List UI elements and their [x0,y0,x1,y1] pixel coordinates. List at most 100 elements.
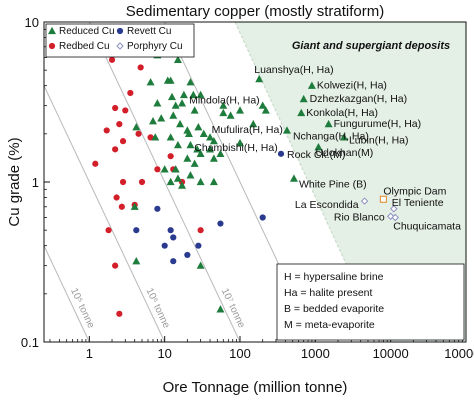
reduced-cu-point [151,133,160,141]
deposit-label-nchanga-h-ha: Nchanga(H, Ha) [293,130,369,142]
reduced-cu-point [196,90,205,99]
redbed-cu-point [113,194,120,201]
reduced-cu-point [236,138,245,147]
tonnage-line-label: 10⁶ tonne [143,286,171,330]
reduced-cu-point [184,129,193,137]
reduced-cu-point [146,78,155,86]
giant-region-layer [234,22,466,342]
reduced-cu-point [183,154,192,162]
redbed-cu-point [108,56,116,63]
legend-label-redbed-cu: Redbed Cu [59,41,110,52]
legend-marker-porphyry-cu [116,42,124,50]
reduced-cu-point [194,123,203,131]
redbed-cu-point [105,227,112,234]
revett-cu-point [161,242,168,249]
reduced-cu-point [173,174,182,182]
tonnage-line [44,84,166,342]
revett-cu-point [170,258,177,265]
legend-label-porphyry-cu: Porphyry Cu [127,41,183,52]
x-tick-label: 10 [157,346,171,361]
revett-cu-point [195,242,202,249]
revett-cu-point [167,227,174,234]
reduced-cu-point [199,129,208,137]
reduced-cu-point [173,55,182,64]
plot-frame [43,21,467,343]
reduced-cu-point [299,94,308,103]
reduced-cu-point [307,81,316,89]
reduced-cu-point [209,154,218,162]
redbed-cu-point [112,104,119,112]
deposit-label-dzhezkazgan-h-ha: Dzhezkazgan(H, Ha) [310,93,407,105]
tonnage-line [88,22,241,342]
deposit-label-rio-blanco: Rio Blanco [334,211,385,223]
reduced-cu-point [132,256,141,265]
legend: Reduced Cu Revett Cu Redbed Cu Porphyry Cu [45,23,195,58]
abbreviation-key: H = hypersaline brine Ha = halite present… [276,263,465,341]
key-line: H = hypersaline brine [284,271,384,283]
redbed-cu-point [138,178,146,186]
reduced-cu-point [193,145,202,153]
deposit-label-lubin-h-ha: Lubin(H, Ha) [349,134,409,146]
x-tick-label: 100 [229,346,251,361]
reduced-cu-point [166,177,175,186]
reduced-cu-point [130,202,139,210]
reduced-cu-point [186,140,195,149]
deposit-label-white-pine-b: White Pine (B) [299,179,367,191]
reduced-cu-point [258,101,267,109]
revett-cu-point [277,150,285,157]
reduced-cu-point [171,165,180,173]
reduced-cu-point [132,123,141,131]
reduced-cu-point [282,126,291,134]
reduced-cu-point [163,76,172,84]
x-tick-label: 10000 [373,346,409,361]
reduced-cu-point [261,106,270,114]
y-tick-label: 10 [25,15,39,30]
reduced-cu-point [206,133,215,141]
reduced-cu-point [339,133,348,141]
tonnage-line [44,244,90,342]
key-box [276,263,465,341]
key-line: Ha = halite present [284,287,373,299]
reduced-cu-point [219,101,228,109]
reduced-cu-point [297,108,306,117]
giant-region-boundary [234,22,383,342]
reduced-cu-point [216,305,225,313]
deposit-label-la-escondida: La Escondida [295,199,359,211]
deposit-label-mindola-h-ha: Mindola(H, Ha) [189,95,260,107]
chart-title: Sedimentary copper (mostly stratiform) [126,3,384,20]
reduced-cu-point [196,149,205,157]
key-line: M = meta-evaporite [284,319,375,331]
region-label: Giant and supergiant deposits [292,40,450,52]
revett-cu-point [154,205,161,212]
reduced-cu-point [314,143,323,151]
porphyry-cu-point [390,205,398,213]
reduced-cu-point [289,174,298,182]
redbed-cu-point [92,160,99,167]
reduced-cu-point [196,261,205,269]
reduced-cu-point [324,119,333,128]
redbed-cu-point [112,146,119,153]
legend-label-reduced-cu: Reduced Cu [59,26,115,37]
deposit-label-el-teniente: El Teniente [392,197,444,209]
y-tick-label: 0.1 [21,335,39,350]
reduced-cu-point [255,74,264,83]
reduced-cu-point [160,165,169,173]
porphyry-point [379,195,387,203]
legend-marker-redbed-cu [48,42,56,50]
deposit-labels-layer: Rock Ck.(M) Mindola(H, Ha) Luanshya(H, Ha)… [189,64,461,232]
reduced-cu-point [209,177,218,186]
tonnage-line-label: 10⁷ tonne [219,287,247,331]
redbed-cu-point [118,203,125,210]
legend-marker-revett-cu [116,27,124,35]
x-tick-label: 1000 [301,346,330,361]
reduced-cu-point [149,116,158,125]
reduced-cu-point [153,99,162,107]
deposit-label-chuquicamata: Chuquicamata [393,220,461,232]
reduced-cu-point [249,119,258,128]
deposit-label-rock-ck-m: Rock Ck.(M) [287,149,345,161]
deposit-label-kolwezi-h-ha: Kolwezi(H, Ha) [317,80,387,92]
revett-cu-point [133,227,140,234]
tonnage-line-label: 10⁵ tonne [68,286,96,330]
redbed-cu-point [116,310,123,317]
giant-region [235,22,466,342]
